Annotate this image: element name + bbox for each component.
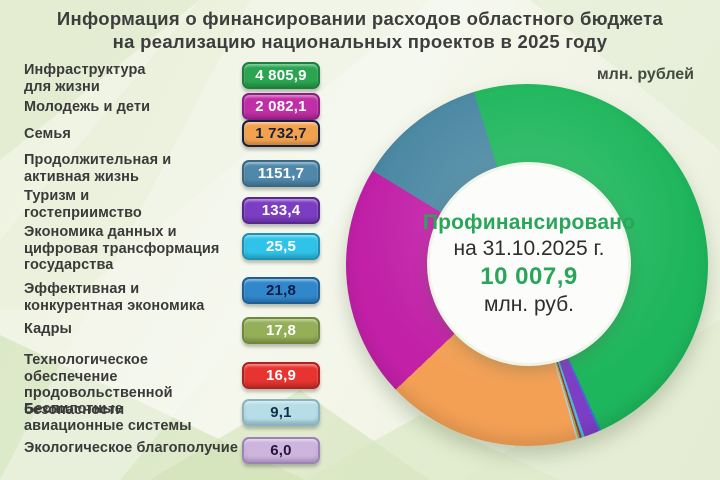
donut-center: Профинансировано на 31.10.2025 г. 10 007… [423, 162, 635, 366]
legend-item-value-badge: 9,1 [242, 399, 320, 426]
legend-item-value-badge: 1 732,7 [242, 120, 320, 147]
legend-item-label: Продолжительная и активная жизнь [24, 152, 172, 185]
center-date: на 31.10.2025 г. [453, 236, 605, 260]
legend-item-value-badge: 25,5 [242, 233, 320, 260]
legend-item-label: Семья [24, 126, 71, 142]
legend-item-label: Экономика данных и цифровая трансформаци… [24, 224, 220, 274]
legend-item-label: Эффективная и конкурентная экономика [24, 281, 205, 314]
page-title-line1: Информация о финансировании расходов обл… [56, 8, 664, 29]
page-title-line2: на реализацию национальных проектов в 20… [112, 30, 608, 52]
legend-item-value-badge: 17,8 [242, 317, 320, 344]
legend-item-label: Экологическое благополучие [24, 440, 238, 456]
center-heading: Профинансировано [422, 210, 636, 234]
center-unit: млн. руб. [484, 293, 574, 317]
legend-item-value-badge: 1151,7 [242, 160, 320, 187]
legend-item-value-badge: 133,4 [242, 197, 320, 224]
legend-item-value-badge: 4 805,9 [242, 62, 320, 89]
legend-item-label: Беспилотные авиационные системы [24, 401, 192, 434]
legend-item-label: Туризм и гостеприимство [24, 188, 142, 221]
center-total-value: 10 007,9 [480, 263, 578, 291]
legend-item-value-badge: 21,8 [242, 277, 320, 304]
page-title: Информация о финансировании расходов обл… [0, 8, 720, 54]
legend-item-value-badge: 16,9 [242, 362, 320, 389]
units-label: млн. рублей [596, 66, 694, 83]
legend-item-value-badge: 2 082,1 [242, 93, 320, 120]
legend-item-label: Технологическое обеспечение продовольств… [24, 352, 173, 418]
legend-item-value-badge: 6,0 [242, 437, 320, 464]
legend-item-label: Молодежь и дети [24, 99, 151, 115]
legend-item-label: Кадры [24, 321, 73, 337]
legend-item-label: Инфраструктура для жизни [24, 62, 146, 95]
